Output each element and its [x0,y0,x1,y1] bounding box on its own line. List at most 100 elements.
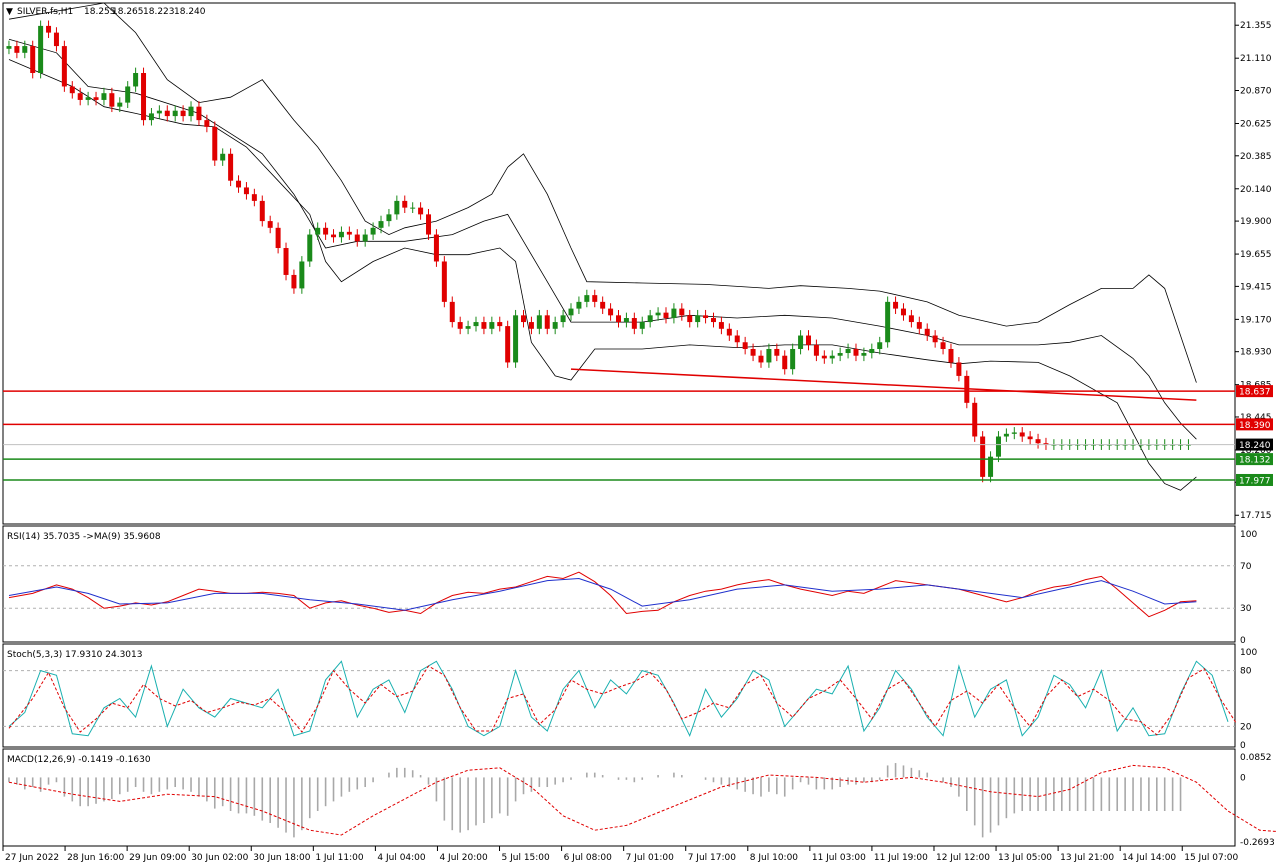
candle-body [829,355,835,359]
header-open: 18.255 [84,7,116,17]
candle-body [584,295,590,302]
candle-body [821,355,827,359]
candle-body [180,110,186,117]
bollinger-upper-band [8,2,1197,383]
candle-body [473,322,479,327]
candle-body [164,110,170,117]
candle-body [885,301,891,343]
candle-body [948,348,954,363]
candle-body [386,214,392,222]
candle-body [671,308,677,319]
candle-body [592,295,598,302]
x-tick-label: 11 Jul 03:00 [812,853,866,863]
candle-body [402,200,408,208]
candle-body [172,110,178,117]
stochastic-panel[interactable] [2,643,1236,748]
stochastic-layer: 100 80 20 0 [3,648,1257,751]
price-tick-label: 21.110 [1240,54,1272,64]
candle-body [220,153,226,161]
price-tick-label: 20.385 [1240,152,1272,162]
candle-body [362,234,368,242]
x-tick-label: 29 Jun 09:00 [129,853,186,863]
candle-body [77,93,83,100]
stochastic-tick-label: 80 [1240,667,1252,677]
x-tick-label: 15 Jul 07:00 [1184,853,1238,863]
candle-body [204,120,210,127]
candle-body [441,261,447,302]
x-tick-label: 8 Jul 10:00 [750,853,799,863]
price-tick-label: 17.715 [1240,511,1272,521]
candle-body [726,328,732,336]
candle-body [1019,432,1025,437]
candle-body [148,113,154,121]
price-tick-label: 19.655 [1240,250,1272,260]
candle-body [631,318,637,329]
candle-body [956,362,962,376]
resistance-level-badge [1236,418,1273,431]
candle-body [908,315,914,323]
candle-body [283,248,289,275]
candle-body [710,318,716,323]
candle-body [972,402,978,437]
x-tick-label: 30 Jun 18:00 [253,853,310,863]
candle-body [521,315,527,323]
candle-body [85,97,91,100]
dropdown-triangle-icon[interactable]: ▼ [6,7,13,17]
candle-body [924,328,930,336]
header-close: 18.240 [174,7,206,17]
rsi-line [8,571,1197,618]
candle-body [418,207,424,215]
candle-body [378,221,384,228]
candle-body [125,86,131,103]
candle-body [410,207,416,209]
candle-body [600,301,606,309]
candle-body [354,234,360,242]
macd-header: MACD(12,26,9) -0.1419 -0.1630 [7,755,151,765]
x-tick-label: 7 Jul 17:00 [688,853,737,863]
candle-body [457,322,463,329]
price-panel[interactable] [2,2,1236,525]
x-tick-label: 5 Jul 15:00 [502,853,551,863]
candle-body [980,436,986,477]
stochastic-header: Stoch(5,3,3) 17.9310 24.3013 [7,650,142,660]
candle-body [742,342,748,349]
header-high: 18.265 [112,7,144,17]
candle-body [236,180,242,188]
candle-body [940,342,946,349]
candle-body [315,227,321,235]
descending-trendline [570,368,1197,401]
candle-body [196,106,202,121]
candle-body [370,227,376,235]
stochastic-tick-label: 0 [1240,741,1246,751]
candle-body [267,221,273,228]
candle-body [766,348,772,363]
macd-panel[interactable] [2,748,1236,847]
support-level-label: 18.132 [1239,456,1271,466]
candle-body [663,312,669,319]
candle-body [893,301,899,309]
x-tick-label: 13 Jul 05:00 [998,853,1052,863]
candle-body [568,308,574,316]
price-tick-label: 19.415 [1240,282,1272,292]
candle-body [782,355,788,370]
candle-body [133,73,139,87]
x-tick-label: 4 Jul 04:00 [377,853,426,863]
candle-body [560,315,566,323]
rsi-panel[interactable] [2,525,1236,643]
candle-body [869,348,875,354]
rsi-tick-label: 0 [1240,636,1246,646]
x-tick-label: 6 Jul 08:00 [564,853,613,863]
candle-body [212,126,218,161]
candle-body [449,301,455,323]
candle-body [774,348,780,356]
candle-body [46,25,52,33]
candle-body [307,234,313,262]
candle-body [338,231,344,238]
macd-layer: 0.0852 0 -0.2693 [8,753,1276,848]
macd-tick-label: 0 [1240,773,1246,783]
candle-body [932,335,938,343]
resistance-level-label: 18.390 [1239,421,1271,431]
macd-signal-line [8,764,1276,836]
candle-body [93,97,99,100]
